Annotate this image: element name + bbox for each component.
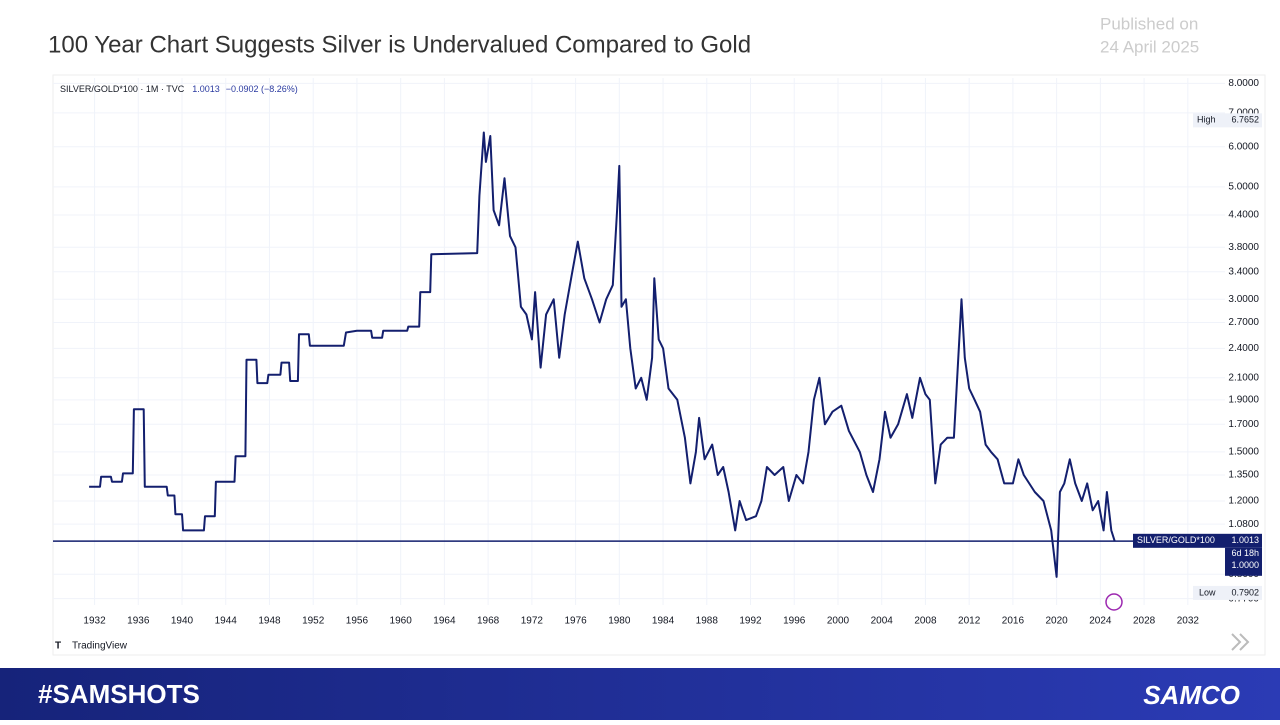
x-tick-label: 1992 (739, 616, 762, 627)
x-tick-label: 2012 (958, 616, 981, 627)
y-tick-label: 1.3500 (1228, 470, 1259, 481)
x-tick-label: 1932 (83, 616, 106, 627)
x-tick-label: 2008 (914, 616, 937, 627)
x-tick-label: 1952 (302, 616, 325, 627)
y-tick-label: 2.7000 (1228, 317, 1259, 328)
symbol: SILVER/GOLD*100 · 1M · TVC (60, 84, 185, 94)
high-label: High (1197, 115, 1216, 125)
chevrons (1231, 633, 1250, 651)
published-date: 24 April 2025 (1100, 37, 1199, 56)
plot: 8.0000 7.0000 6.0000 5.0000 4.4000 3.8000 3.40… (53, 78, 1262, 627)
y-tick-label: 1.2000 (1228, 496, 1259, 507)
change: −0.0902 (−8.26%) (226, 84, 298, 94)
x-tick-label: 1956 (346, 616, 369, 627)
x-tick-label: 1972 (521, 616, 544, 627)
x-tick-label: 1984 (652, 616, 675, 627)
footer-bar (0, 668, 1280, 720)
y-tick-label: 1.9000 (1228, 394, 1259, 405)
y-tick-label: 8.0000 (1228, 78, 1259, 89)
data-line (89, 131, 1116, 578)
x-tick-label: 2016 (1002, 616, 1025, 627)
low-marker (1193, 585, 1262, 600)
y-tick-label: 2.4000 (1228, 343, 1259, 354)
tv-logo: T (55, 641, 61, 652)
x-tick-label: 1964 (433, 616, 456, 627)
watermark: TradingView (72, 641, 128, 652)
y-tick-label: 1.5000 (1228, 446, 1259, 457)
high-marker (1193, 113, 1262, 128)
title: 100 Year Chart Suggests Silver is Underv… (48, 31, 751, 58)
hline-label: 1.0000 (1231, 560, 1259, 570)
y-tick-label: 7.0000 (1228, 107, 1259, 118)
x-tick-label: 2024 (1089, 616, 1112, 627)
hashtag: #SAMSHOTS (38, 679, 200, 709)
x-tick-label: 2004 (871, 616, 894, 627)
chart-info: SILVER/GOLD*100 · 1M · TVC 1.0013 −0.0902 … (60, 84, 298, 94)
x-tick-label: 2032 (1177, 616, 1200, 627)
last-value: 1.0013 (192, 84, 220, 94)
published-label: Published on (1100, 14, 1198, 33)
y-tick-label: 3.0000 (1228, 294, 1259, 305)
x-tick-label: 1936 (127, 616, 150, 627)
x-tick-label: 1976 (564, 616, 587, 627)
y-tick-label: 1.0800 (1228, 519, 1259, 530)
y-tick-label: 3.4000 (1228, 266, 1259, 277)
brand: SAMCO (1143, 680, 1240, 710)
x-tick-label: 1988 (696, 616, 719, 627)
low-label: Low (1199, 587, 1216, 597)
x-tick-label: 2020 (1046, 616, 1069, 627)
x-tick-label: 1944 (215, 616, 238, 627)
x-tick-label: 1980 (608, 616, 631, 627)
last-marker (1133, 533, 1262, 548)
x-tick-label: 2000 (827, 616, 850, 627)
high-value: 6.7652 (1231, 115, 1259, 125)
chart-frame (52, 74, 1266, 656)
y-tick-label: 6.0000 (1228, 141, 1259, 152)
low-value: 0.7902 (1231, 587, 1259, 597)
countdown: 6d 18h (1231, 548, 1259, 558)
y-tick-label: 2.1000 (1228, 372, 1259, 383)
x-tick-label: 1940 (171, 616, 194, 627)
x-tick-label: 1948 (258, 616, 281, 627)
x-tick-label: 1968 (477, 616, 500, 627)
event-icon (1105, 593, 1123, 611)
y-tick-label: 3.8000 (1228, 242, 1259, 253)
series-name: SILVER/GOLD*100 (1137, 535, 1215, 545)
y-tick-label: 4.4000 (1228, 210, 1259, 221)
y-tick-label: 1.7000 (1228, 419, 1259, 430)
last-badge: 1.0013 (1231, 535, 1259, 545)
x-tick-label: 1996 (783, 616, 806, 627)
countdown-box (1225, 547, 1262, 576)
x-tick-label: 2028 (1133, 616, 1156, 627)
y-tick-label: 5.0000 (1228, 182, 1259, 193)
x-tick-label: 1960 (390, 616, 413, 627)
